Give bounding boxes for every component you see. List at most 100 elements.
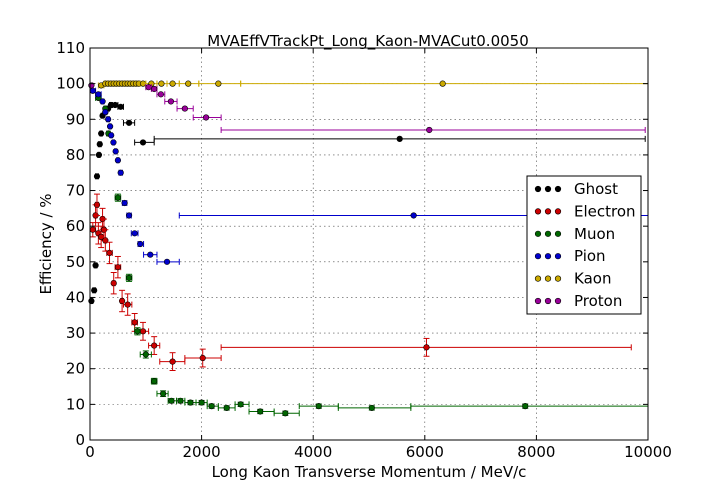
muon-data-point (198, 399, 205, 406)
series-electron (89, 193, 632, 372)
legend-marker-ghost (534, 185, 542, 193)
ghost-data-point (95, 151, 103, 159)
electron-data-point (118, 297, 126, 305)
legend-label-proton: Proton (574, 292, 622, 310)
ghost-data-point (98, 130, 105, 137)
legend-marker-muon (554, 230, 562, 237)
y-tick-label: 20 (66, 360, 85, 378)
pion-data-point (114, 157, 121, 164)
plot-frame (89, 47, 649, 441)
pion-data-point (112, 148, 119, 155)
ghost-data-point (88, 297, 95, 305)
electron-data-point (89, 226, 96, 233)
ghost-data-point (139, 139, 147, 146)
pion-data-point (131, 230, 138, 237)
x-tick-label: 6000 (406, 443, 444, 461)
legend-marker-kaon (534, 275, 542, 282)
legend-label-muon: Muon (574, 225, 615, 243)
legend-label-kaon: Kaon (574, 270, 611, 288)
muon-data-point (114, 194, 121, 201)
pion-data-point (106, 123, 114, 130)
electron-data-point (423, 344, 430, 351)
kaon-data-point (169, 80, 176, 87)
legend-box (526, 175, 642, 315)
chart-title: MVAEffVTrackPt_Long_Kaon-MVACut0.0050 (207, 32, 529, 51)
legend-marker-electron (534, 208, 542, 215)
y-tick-label: 100 (56, 75, 85, 93)
ghost-data-point (117, 103, 124, 110)
legend-marker-pion (544, 253, 552, 260)
proton-data-point (145, 84, 152, 91)
x-tick-label: 2000 (183, 443, 221, 461)
pion-data-point (147, 251, 154, 258)
pion-data-point (110, 139, 117, 146)
electron-data-point (169, 358, 176, 365)
pion-data-point (163, 258, 171, 265)
legend-marker-electron (554, 208, 562, 215)
x-axis-label: Long Kaon Transverse Momentum / MeV/c (212, 463, 527, 481)
proton-data-point (202, 114, 210, 121)
kaon-data-point (185, 80, 192, 87)
x-tick-label: 0 (85, 443, 95, 461)
ghost-data-point (112, 101, 119, 109)
electron-data-point (131, 319, 138, 326)
electron-data-point (199, 354, 206, 362)
x-tick-label: 8000 (517, 443, 555, 461)
pion-data-point (121, 199, 128, 207)
y-tick-label: 80 (66, 146, 85, 164)
legend-label-ghost: Ghost (574, 180, 618, 198)
muon-data-point (257, 408, 264, 415)
y-tick-label: 70 (66, 182, 85, 200)
kaon-data-point (215, 80, 222, 87)
muon-data-point (134, 328, 141, 335)
proton-data-point (157, 91, 164, 98)
pion-data-point (105, 116, 112, 123)
y-axis-label: Efficiency / % (37, 193, 55, 294)
muon-data-point (151, 378, 158, 385)
pion-data-point (99, 98, 106, 105)
pion-data-point (108, 132, 115, 139)
pion-data-point (410, 212, 417, 219)
muon-data-point (142, 351, 149, 358)
legend-label-electron: Electron (574, 202, 636, 220)
series-muon (95, 94, 649, 417)
legend-marker-electron (544, 208, 552, 215)
electron-data-point (93, 201, 101, 208)
y-tick-label: 60 (66, 217, 85, 235)
axis-ticks: 0 2000 4000 6000 8000 10000 0 10 20 30 40 50 60 70 80 9… (56, 39, 672, 461)
ghost-data-point (96, 141, 103, 148)
pion-data-point (125, 212, 133, 219)
x-tick-label: 4000 (294, 443, 332, 461)
muon-data-point (223, 404, 230, 412)
electron-data-point (151, 342, 158, 349)
legend-marker-kaon (544, 275, 552, 282)
legend-marker-proton (544, 297, 552, 305)
legend-marker-kaon (554, 275, 562, 282)
y-tick-label: 50 (66, 253, 85, 271)
y-tick-label: 40 (66, 288, 85, 306)
electron-data-point (110, 280, 117, 287)
pion-data-point (89, 87, 96, 94)
muon-data-point (522, 403, 529, 410)
ghost-data-point (93, 173, 101, 180)
ghost-data-point (396, 135, 403, 142)
muon-data-point (168, 397, 175, 404)
legend-marker-proton (554, 297, 562, 305)
electron-data-point (124, 301, 131, 308)
ghost-data-point (125, 119, 133, 126)
y-tick-label: 30 (66, 324, 85, 342)
pion-data-point (95, 91, 102, 98)
y-tick-label: 10 (66, 395, 85, 413)
ghost-data-point (92, 262, 99, 269)
y-tick-label: 90 (66, 110, 85, 128)
legend-marker-muon (544, 230, 552, 237)
muon-data-point (159, 390, 167, 397)
proton-data-point (181, 105, 188, 112)
muon-data-point (237, 401, 244, 408)
pion-data-point (117, 169, 124, 176)
legend-marker-ghost (554, 185, 562, 193)
legend-marker-proton (534, 297, 542, 305)
muon-data-point (282, 410, 289, 417)
series-proton (88, 82, 646, 134)
